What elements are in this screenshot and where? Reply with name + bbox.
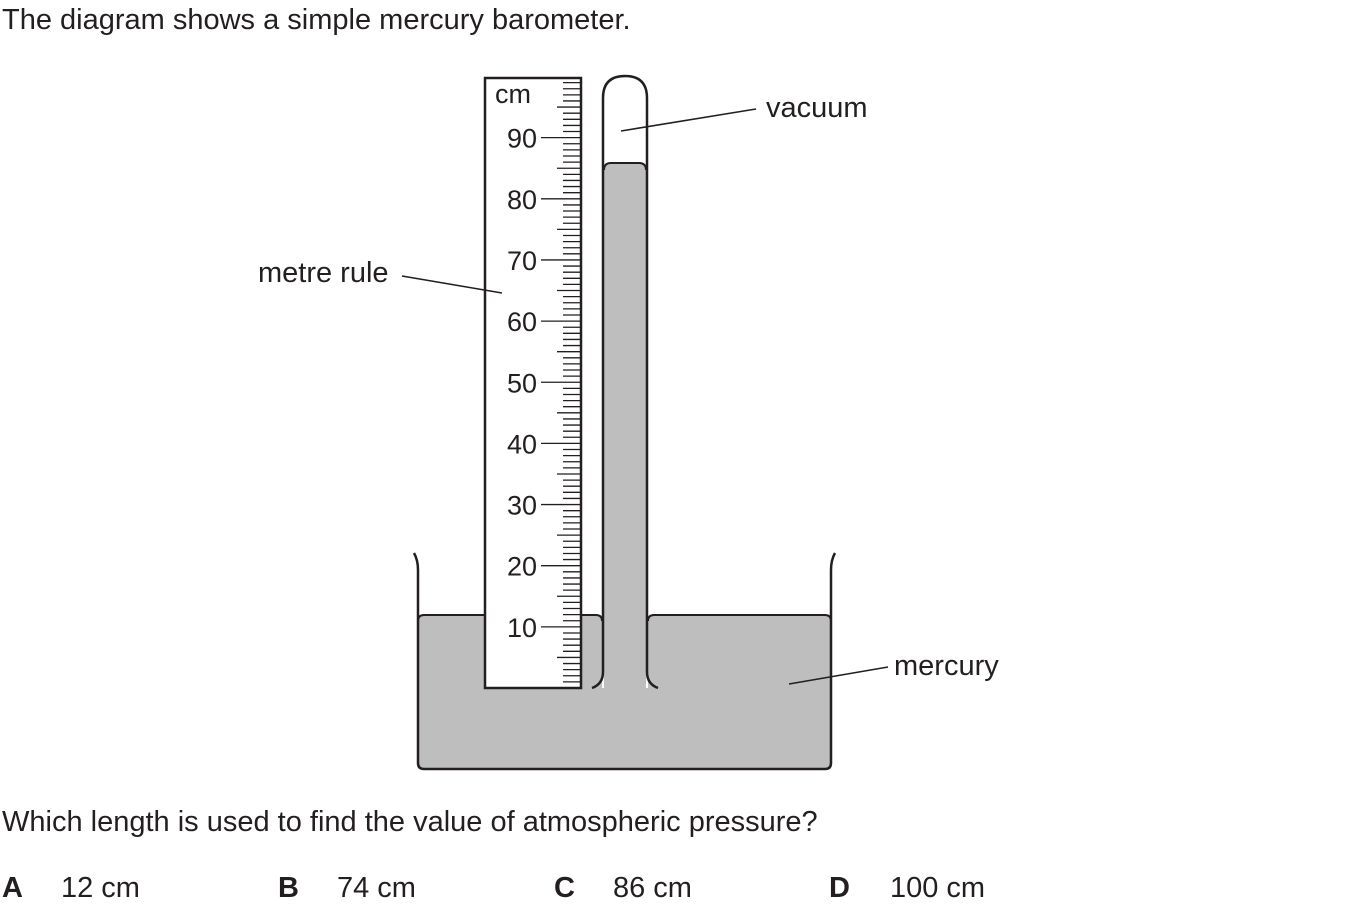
ruler-tick-label: 50 — [507, 368, 537, 398]
ruler-tick-label: 80 — [507, 185, 537, 215]
option-value: 74 cm — [336, 872, 416, 904]
ruler-tick-label: 30 — [507, 491, 537, 521]
ruler-tick-label: 60 — [507, 307, 537, 337]
option-letter: B — [278, 872, 299, 904]
option-c: C 86 cm — [554, 872, 692, 905]
intro-text: The diagram shows a simple mercury barom… — [2, 4, 631, 36]
metre-rule — [483, 76, 583, 690]
ruler-tick-label: 20 — [507, 552, 537, 582]
ruler-tick-label: 70 — [507, 246, 537, 276]
option-letter: A — [2, 872, 23, 904]
option-d: D 100 cm — [829, 872, 985, 905]
mercury-leader-line — [788, 666, 889, 685]
ruler-tick-label: 90 — [507, 124, 537, 154]
option-a: A 12 cm — [2, 872, 140, 905]
tube-mercury-column — [604, 163, 646, 688]
vacuum-leader-line — [620, 108, 757, 132]
vacuum-label: vacuum — [766, 92, 868, 124]
option-value: 86 cm — [612, 872, 692, 904]
option-letter: D — [829, 872, 850, 904]
ruler-tick-marks — [541, 81, 581, 683]
option-value: 100 cm — [889, 872, 986, 904]
metre-rule-label: metre rule — [258, 257, 389, 289]
option-b: B 74 cm — [278, 872, 416, 905]
mercury-label: mercury — [894, 650, 999, 682]
ruler-tick-label: 40 — [507, 429, 537, 459]
question-text: Which length is used to find the value o… — [2, 806, 818, 838]
ruler-tick-labels: 10 20 30 40 50 60 70 80 90 — [507, 124, 537, 643]
metre-rule-leader-line — [401, 275, 503, 294]
glass-tube — [591, 74, 659, 690]
option-letter: C — [554, 872, 575, 904]
ruler-tick-label: 10 — [507, 613, 537, 643]
mercury-meniscus — [603, 162, 647, 171]
mercury-dish — [412, 552, 837, 771]
option-value: 12 cm — [60, 872, 140, 904]
ruler-unit-label: cm — [495, 79, 531, 109]
